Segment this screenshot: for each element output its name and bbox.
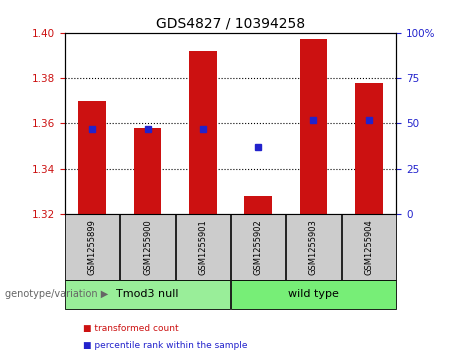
Text: GSM1255904: GSM1255904 [364,219,373,275]
Bar [286,214,341,280]
Bar [65,214,119,280]
Text: ■ transformed count: ■ transformed count [83,324,178,333]
Text: Tmod3 null: Tmod3 null [116,289,179,299]
Text: GSM1255902: GSM1255902 [254,219,263,275]
Bar [244,196,272,214]
Bar [231,214,285,280]
Text: genotype/variation ▶: genotype/variation ▶ [5,289,108,299]
Bar [78,101,106,214]
Bar [300,40,327,214]
Bar [189,51,217,214]
Bar [134,128,161,214]
Bar [65,280,230,309]
Text: GSM1255901: GSM1255901 [198,219,207,275]
Bar [120,214,175,280]
Bar [176,214,230,280]
Bar [342,214,396,280]
Text: GSM1255900: GSM1255900 [143,219,152,275]
Text: GSM1255903: GSM1255903 [309,219,318,275]
Bar [231,280,396,309]
Text: ■ percentile rank within the sample: ■ percentile rank within the sample [83,342,248,350]
Text: wild type: wild type [288,289,339,299]
Title: GDS4827 / 10394258: GDS4827 / 10394258 [156,16,305,30]
Bar [355,83,383,214]
Text: GSM1255899: GSM1255899 [88,219,97,275]
